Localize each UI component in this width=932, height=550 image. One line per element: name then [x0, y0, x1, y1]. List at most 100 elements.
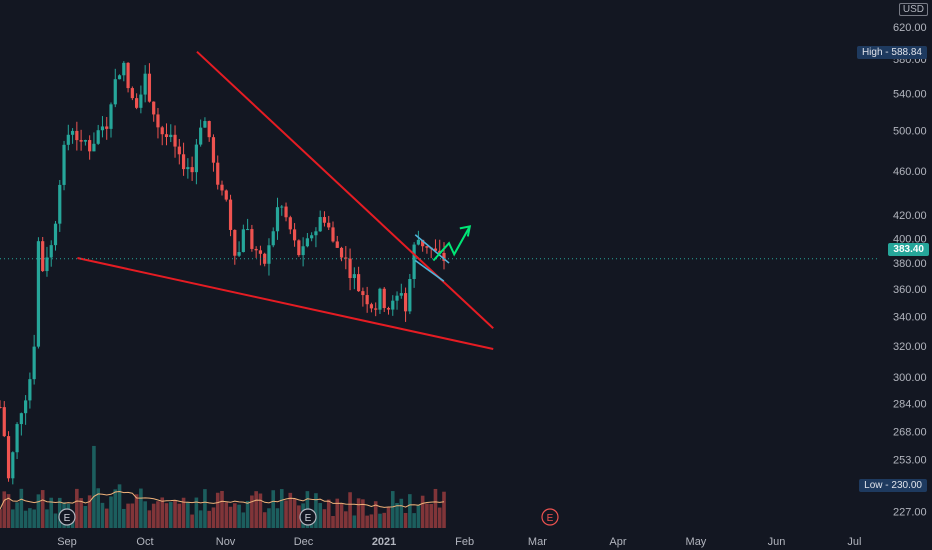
volume-bar: [245, 500, 250, 528]
price-tick-label: 320.00: [893, 341, 927, 353]
volume-bar: [403, 513, 408, 528]
candle-body: [267, 245, 271, 264]
volume-bar: [15, 502, 19, 528]
volume-bar: [92, 445, 96, 528]
projection-arrow[interactable]: [432, 225, 471, 262]
candle-body: [403, 293, 408, 312]
volume-bar: [134, 494, 139, 528]
high-price-badge: High - 588.84: [856, 46, 927, 59]
wedge-trendline[interactable]: [196, 50, 494, 329]
volume-bar: [331, 515, 335, 528]
volume-bar: [267, 508, 271, 528]
time-axis-label: May: [686, 536, 707, 548]
candle-body: [361, 291, 365, 296]
candle-body: [322, 217, 327, 223]
candle-body: [58, 184, 62, 224]
time-axis-label: 2021: [372, 536, 396, 548]
volume-bar: [344, 511, 348, 528]
candle-body: [442, 252, 446, 261]
price-tick-label: 268.00: [893, 427, 927, 439]
price-tick-label: 360.00: [893, 284, 927, 296]
earnings-event-letter: E: [547, 513, 554, 524]
candle-body: [241, 229, 245, 253]
candle-body: [79, 140, 83, 142]
candle-body: [331, 227, 335, 242]
volume-bar: [369, 514, 374, 528]
candle-body: [152, 101, 156, 115]
candle-body: [100, 126, 105, 131]
volume-bar: [361, 499, 365, 528]
price-tick-label: 380.00: [893, 258, 927, 270]
volume-bar: [378, 513, 382, 528]
volume-bar: [28, 508, 32, 528]
volume-bar: [348, 492, 352, 528]
candle-body: [45, 257, 49, 272]
candle-body: [135, 98, 139, 108]
candle-body: [237, 252, 241, 256]
high-value: 588.84: [891, 47, 922, 58]
flag-upper-line[interactable]: [414, 234, 450, 264]
candle-body: [395, 295, 399, 301]
candle-body: [438, 250, 442, 253]
volume-bar: [318, 503, 322, 528]
volume-bar: [194, 497, 199, 528]
time-axis-label: Oct: [136, 536, 153, 548]
volume-bar: [36, 494, 41, 528]
time-axis-label: Jul: [847, 536, 861, 548]
low-label: Low: [864, 480, 883, 491]
volume-bar: [49, 497, 54, 528]
low-price-badge: Low - 230.00: [859, 479, 927, 492]
volume-bar: [241, 512, 246, 528]
candle-body: [318, 217, 322, 232]
candle-body: [130, 88, 134, 99]
price-tick-label: 500.00: [893, 126, 927, 138]
earnings-event-marker[interactable]: E: [58, 508, 76, 526]
price-tick-label: 620.00: [893, 22, 927, 34]
candle-body: [408, 279, 412, 312]
volume-bar: [160, 497, 165, 528]
drawings[interactable]: [77, 50, 494, 350]
candle-body: [122, 62, 126, 76]
wedge-trendline[interactable]: [77, 257, 494, 350]
candle-body: [335, 241, 339, 248]
candle-body: [160, 127, 164, 135]
volume-bar: [198, 510, 203, 528]
candle-body: [169, 134, 173, 138]
time-axis-label: Apr: [609, 536, 626, 548]
candle-body: [15, 424, 19, 453]
volume-bar: [215, 492, 220, 528]
candle-body: [53, 223, 58, 246]
candle-body: [156, 114, 160, 128]
candle-body: [66, 134, 70, 145]
candle-body: [386, 308, 391, 310]
earnings-event-marker[interactable]: E: [299, 508, 317, 526]
flag-lower-line[interactable]: [414, 259, 445, 282]
candle-body: [211, 137, 216, 163]
volume-bar: [258, 493, 263, 528]
volume-bar: [322, 509, 327, 528]
volume-bar: [117, 484, 122, 528]
volume-moving-average: [0, 490, 445, 510]
candle-body: [228, 199, 233, 230]
candle-body: [233, 229, 237, 256]
volume-bar: [382, 512, 387, 528]
low-value: 230.00: [891, 480, 922, 491]
earnings-event-marker[interactable]: E: [541, 508, 559, 526]
volume-bar: [237, 504, 241, 528]
axes: 620.00580.00540.00500.00460.00420.00400.…: [0, 22, 927, 548]
volume-bar: [288, 492, 293, 528]
volume-bar: [139, 488, 143, 528]
earnings-event-circle: [299, 508, 317, 526]
candle-body: [147, 73, 152, 102]
currency-label[interactable]: USD: [898, 3, 928, 16]
candle-body: [19, 413, 23, 425]
price-tick-label: 460.00: [893, 166, 927, 178]
candle-body: [258, 250, 263, 254]
earnings-event-letter: E: [64, 513, 71, 524]
volume-bar: [100, 502, 105, 528]
candle-body: [292, 229, 297, 241]
candle-body: [271, 231, 275, 246]
volume-bar: [284, 500, 288, 528]
